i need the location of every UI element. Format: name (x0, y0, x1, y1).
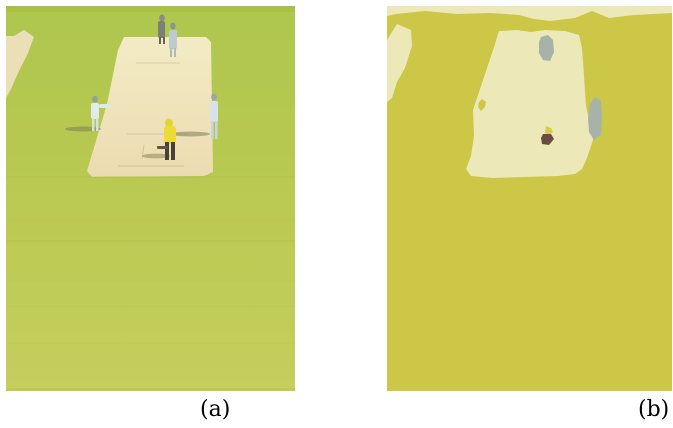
field-texture (6, 176, 295, 344)
segment-right-player-gray (588, 97, 602, 140)
segment-pitch (466, 30, 593, 178)
cricket-frame-image (6, 6, 295, 391)
segmentation-result (387, 6, 672, 391)
player-left (91, 95, 111, 131)
pitch (87, 37, 213, 177)
batsman-yellow (157, 118, 176, 160)
segment-fielder-gray (539, 35, 554, 61)
video-noise (6, 6, 295, 391)
segment-top-border (387, 6, 672, 21)
fielder-top-right (169, 22, 177, 57)
segmentation-map (387, 6, 672, 391)
caption-a: (a) (200, 397, 231, 422)
original-video-frame (6, 6, 295, 391)
segment-yellow-body (545, 126, 553, 135)
left-pitch-strip (6, 30, 34, 98)
fielder-top-left (158, 14, 165, 44)
segment-left-player-hole (478, 99, 486, 111)
segment-left-strip (387, 24, 412, 102)
segment-dark-legs (541, 134, 554, 145)
caption-b: (b) (638, 397, 670, 422)
player-right (210, 93, 218, 139)
